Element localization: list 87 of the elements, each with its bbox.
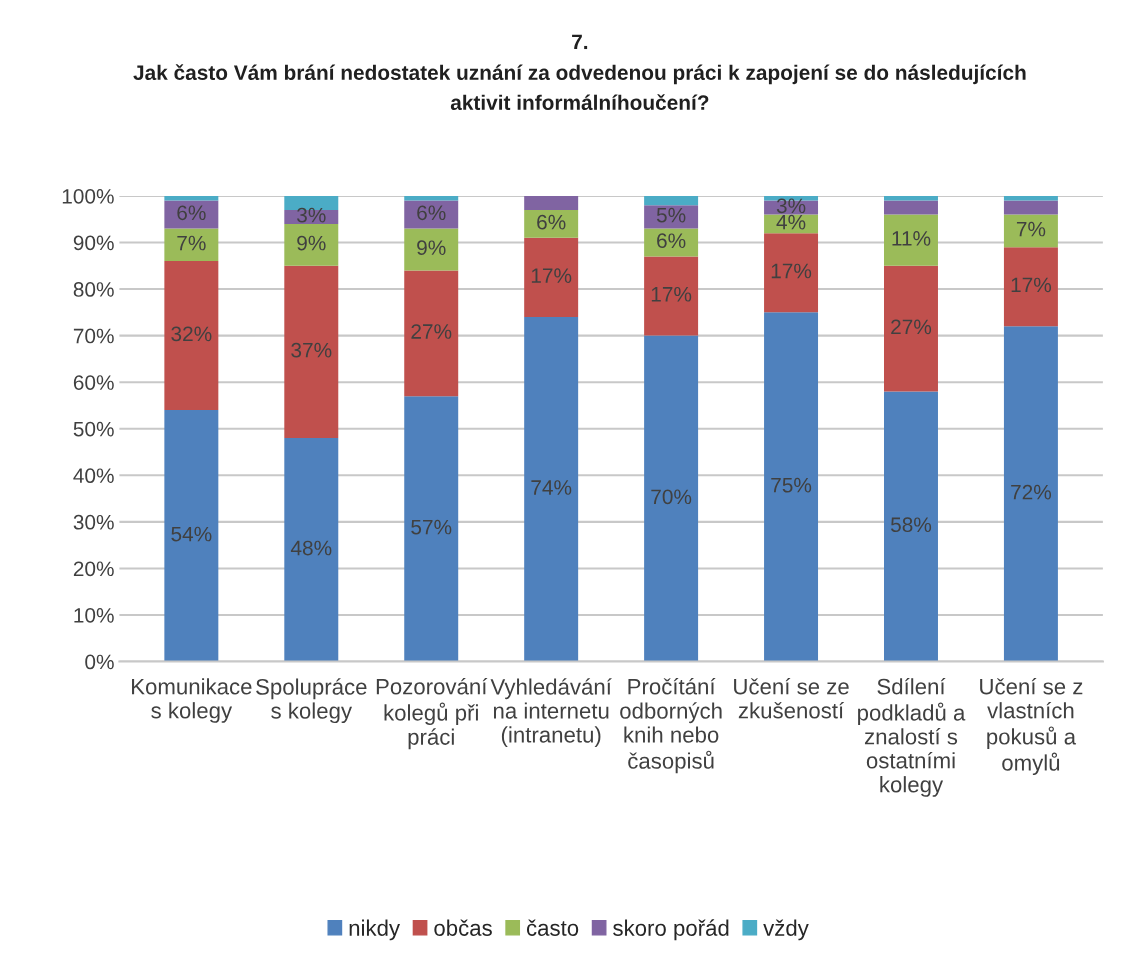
data-label: 75% — [771, 477, 812, 493]
data-label: 17% — [531, 268, 572, 283]
data-label: 7% — [177, 235, 206, 251]
bar — [404, 270, 459, 397]
bar — [1003, 326, 1058, 662]
data-label: 6% — [177, 205, 206, 221]
x-tick-label: Sdílení podkladů a znalostí s ostatními kolegy — [858, 677, 966, 797]
bar — [1003, 247, 1058, 327]
bar — [1003, 195, 1058, 201]
bar — [524, 195, 579, 210]
data-label: 58% — [890, 517, 932, 533]
bar — [1003, 214, 1058, 248]
x-tick-label: Komunikace s kolegy — [132, 678, 252, 723]
y-tick-label: 40% — [73, 468, 114, 484]
bar — [884, 265, 938, 392]
bar — [524, 317, 579, 662]
y-tick-label: 50% — [73, 421, 114, 437]
data-label: 9% — [297, 235, 326, 251]
bar — [644, 205, 699, 229]
data-label: 17% — [1011, 277, 1052, 293]
data-label: 72% — [1011, 484, 1052, 500]
legend-label: vždy — [763, 919, 809, 941]
data-label: 27% — [891, 319, 932, 335]
legend-label: občas — [434, 919, 492, 936]
data-label: 7% — [1016, 221, 1046, 237]
bar — [884, 200, 938, 215]
y-tick-label: 30% — [73, 514, 114, 530]
data-label: 54% — [171, 526, 212, 542]
y-tick-label: 100% — [62, 188, 114, 204]
bar — [524, 209, 579, 238]
data-label: 37% — [291, 342, 332, 358]
x-tick-label: Spolupráce s kolegy — [256, 678, 367, 724]
bar — [284, 265, 339, 439]
data-label: 11% — [892, 231, 931, 246]
bar — [764, 312, 819, 662]
bar — [404, 396, 459, 662]
y-tick-label: 70% — [73, 328, 114, 344]
data-label: 3% — [776, 198, 806, 214]
bar — [524, 237, 579, 317]
bar — [164, 410, 219, 662]
bar — [164, 261, 219, 411]
bar — [164, 195, 219, 201]
data-label: 74% — [531, 480, 572, 495]
data-label: 9% — [417, 240, 446, 256]
data-label: 5% — [656, 207, 686, 223]
data-label: 48% — [290, 540, 332, 556]
y-tick-label: 10% — [74, 607, 114, 623]
bar — [164, 200, 219, 229]
bar — [404, 195, 459, 201]
bar — [884, 195, 938, 201]
y-tick-label: 80% — [73, 282, 114, 297]
y-tick-label: 0% — [85, 654, 114, 670]
y-tick-label: 60% — [73, 375, 114, 390]
bar — [884, 214, 938, 266]
x-tick-label: Pročítání odborných knih nebo časopisů — [620, 677, 722, 774]
chart-title: 7. Jak často Vám brání nedostatek uznání za odvedenou práci k zapojení se do následujících aktivit informálníhoučení? — [133, 34, 1026, 111]
x-tick-label: Učení se z vlastních pokusů a omylů — [980, 677, 1083, 776]
data-label: 6% — [417, 205, 446, 221]
data-label: 32% — [171, 326, 212, 342]
y-tick-label: 90% — [73, 235, 114, 251]
bar — [404, 200, 459, 229]
x-tick-label: Vyhledávání na internetu (intranetu) — [490, 678, 612, 748]
data-label: 6% — [537, 214, 566, 230]
bar — [404, 228, 459, 271]
data-label: 4% — [776, 214, 806, 230]
x-tick-label: Pozorování kolegů při práci — [376, 677, 488, 750]
legend-label: skoro pořád — [613, 919, 729, 941]
legend-label: často — [526, 919, 579, 936]
data-label: 3% — [297, 207, 326, 223]
data-label: 17% — [771, 263, 812, 279]
bar — [764, 233, 819, 313]
bar — [884, 391, 938, 662]
bar — [284, 223, 339, 266]
data-label: 6% — [657, 233, 686, 249]
y-tick-label: 20% — [73, 561, 114, 577]
bar — [1003, 200, 1058, 215]
legend-label: nikdy — [349, 919, 401, 941]
bar — [284, 438, 339, 662]
bar — [164, 228, 219, 262]
bar — [644, 195, 699, 206]
data-label: 27% — [411, 324, 452, 339]
x-tick-label: Učení se ze zkušeností — [734, 677, 849, 719]
bar — [644, 335, 699, 662]
data-label: 17% — [651, 286, 692, 302]
data-label: 70% — [651, 489, 692, 505]
bar — [644, 256, 699, 336]
data-label: 57% — [411, 519, 452, 535]
